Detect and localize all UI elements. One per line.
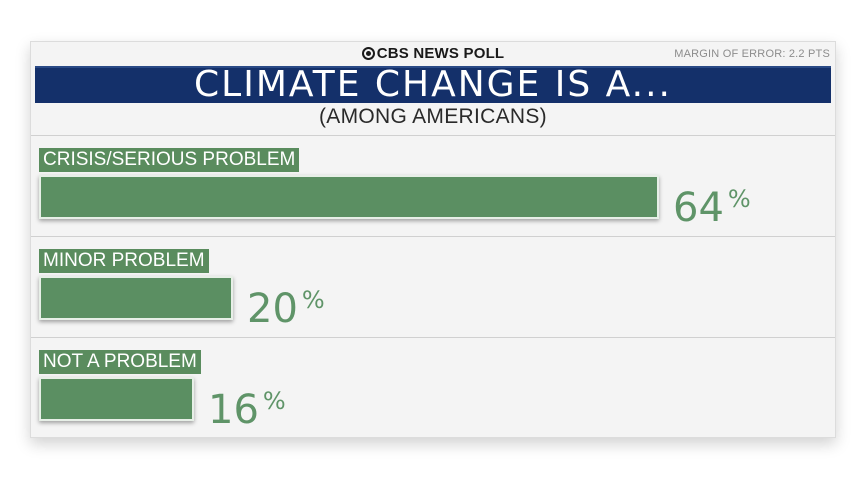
brand-name: CBS NEWS POLL xyxy=(376,45,505,62)
bar xyxy=(39,276,233,320)
chart-subtitle: (AMONG AMERICANS) xyxy=(319,105,547,128)
bar-row: NOT A PROBLEM 16% xyxy=(31,337,835,437)
bar xyxy=(39,175,659,219)
value-number: 20 xyxy=(247,286,298,332)
row-divider xyxy=(31,337,835,338)
value-label: 64% xyxy=(673,177,751,230)
row-divider xyxy=(31,135,835,136)
percent-sign: % xyxy=(727,185,751,213)
top-line: CBS NEWS POLL MARGIN OF ERROR: 2.2 PTS xyxy=(31,42,835,66)
bar-row: MINOR PROBLEM 20% xyxy=(31,236,835,337)
brand-logo: CBS NEWS POLL xyxy=(31,45,835,62)
category-label: CRISIS/SERIOUS PROBLEM xyxy=(39,148,300,172)
bar-row: CRISIS/SERIOUS PROBLEM 64% xyxy=(31,135,835,236)
row-divider xyxy=(31,236,835,237)
poll-card: CBS NEWS POLL MARGIN OF ERROR: 2.2 PTS C… xyxy=(30,41,836,438)
percent-sign: % xyxy=(262,387,286,415)
category-label: NOT A PROBLEM xyxy=(39,350,201,374)
value-number: 16 xyxy=(208,387,259,433)
value-number: 64 xyxy=(673,185,724,231)
margin-of-error: MARGIN OF ERROR: 2.2 PTS xyxy=(674,48,830,60)
value-label: 20% xyxy=(247,278,325,331)
chart-title: CLIMATE CHANGE IS A... xyxy=(35,66,831,103)
value-label: 16% xyxy=(208,379,286,432)
bar xyxy=(39,377,194,421)
category-label: MINOR PROBLEM xyxy=(39,249,209,273)
percent-sign: % xyxy=(301,286,325,314)
cbs-eye-icon xyxy=(361,47,375,60)
